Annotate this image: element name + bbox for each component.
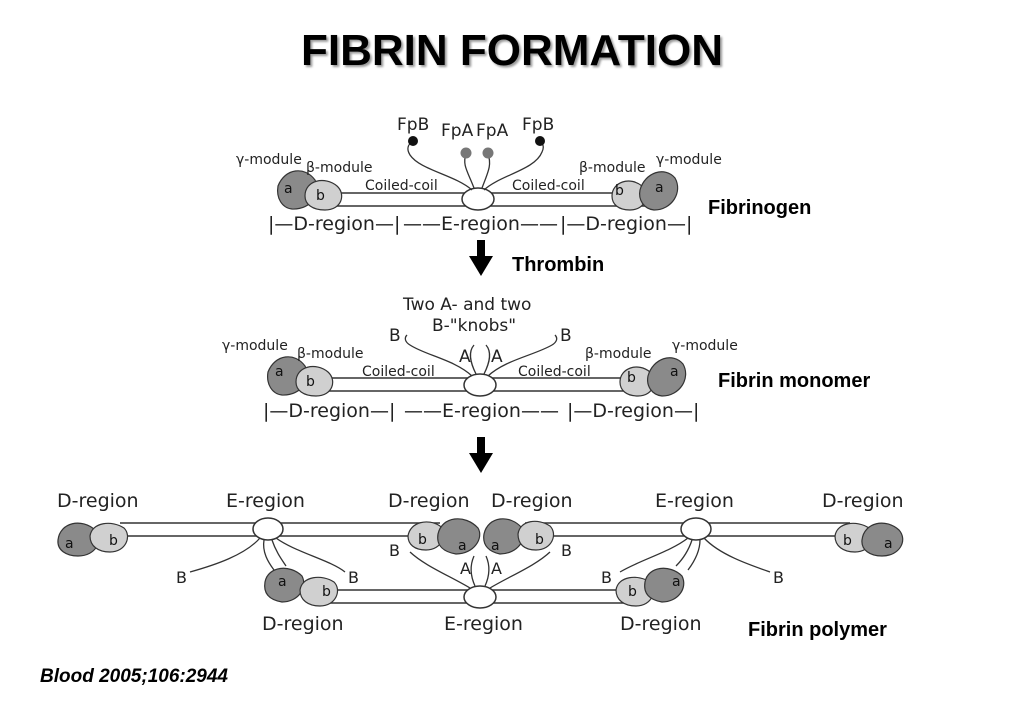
beta-globule [517,520,555,551]
down-arrow-icon [469,437,493,473]
globule-b-label: b [322,584,331,600]
knob-b-label: B [389,541,400,560]
fibrinogen-molecule: a b b a FpB FpA FpA FpB γ-module β-modul… [236,115,722,235]
d-region-label: D-region [57,490,139,512]
fpb-label-right: FpB [522,115,554,135]
d-region-label: D-region [262,613,344,635]
e-region-label: ——E-region—— [403,213,558,235]
beta-module-label-right: β-module [579,160,645,176]
fibrinogen-label: Fibrinogen [708,197,812,219]
fpb-label-left: FpB [397,115,429,135]
knob-a-label: A [491,559,502,578]
d-region-label-left: |—D-region—| [263,400,395,422]
globule-b-label: b [535,532,544,548]
coiled-coil-label-right: Coiled-coil [512,178,585,194]
gamma-globule-right [639,171,679,211]
knob-a-right: A [491,347,503,367]
coiled-coil-label-right: Coiled-coil [518,364,591,380]
globule-b-label: b [628,584,637,600]
globule-b-label: b [418,532,427,548]
fibrin-monomer-label: Fibrin monomer [718,370,871,392]
knobs-caption-line1: Two A- and two [402,295,531,315]
e-region-label: E-region [444,613,523,635]
coiled-coil-label-left: Coiled-coil [362,364,435,380]
globule-b-label: b [627,370,636,386]
knob-b-right: B [560,326,572,346]
knob-a-left: A [459,347,471,367]
globule-a-label: a [65,536,74,552]
e-region-node [463,585,497,609]
d-region-label-left: |—D-region—| [268,213,400,235]
globule-a-label: a [670,364,679,380]
down-arrow-icon [469,240,493,276]
beta-globule [89,522,129,553]
gamma-globule [437,518,481,555]
knob-b-label: B [348,568,359,587]
knobs-caption-line2: B-"knobs" [432,316,516,336]
d-region-label: D-region [388,490,470,512]
fibrin-monomer-molecule: a b b a B B A A Two A- and two B-"knobs"… [222,295,738,422]
d-region-label-right: |—D-region—| [560,213,692,235]
e-region-node [680,517,712,541]
gamma-globule-right [647,357,687,397]
fpb-dot-right [535,136,545,146]
globule-a-label: a [672,574,681,590]
gamma-globule [644,567,685,603]
globule-a-label: a [884,536,893,552]
beta-globule [299,576,339,607]
e-region-label: E-region [655,490,734,512]
knob-b-left: B [389,326,401,346]
fpa-label-left: FpA [441,121,474,141]
fpa-label-right: FpA [476,121,509,141]
e-region-node [461,187,495,211]
beta-module-label-right: β-module [585,346,651,362]
knob-b-label: B [773,568,784,587]
globule-b-label: b [306,374,315,390]
globule-b-label: b [615,183,624,199]
globule-b-label: b [843,533,852,549]
globule-a-label: a [275,364,284,380]
page-title: FIBRIN FORMATION [300,26,724,75]
beta-globule-left [304,179,343,211]
globule-a-label: a [655,180,664,196]
gamma-module-label-left: γ-module [236,152,302,168]
fpa-dot-right [482,147,494,159]
globule-a-label: a [278,574,287,590]
gamma-globule [861,522,904,557]
fibrin-polymer-label: Fibrin polymer [748,619,887,641]
coiled-coil-label-left: Coiled-coil [365,178,438,194]
gamma-globule [483,518,525,555]
d-region-label: D-region [491,490,573,512]
globule-a-label: a [491,538,500,554]
d-region-label-right: |—D-region—| [567,400,699,422]
e-region-label: E-region [226,490,305,512]
fpb-dot-left [408,136,418,146]
citation: Blood 2005;106:2944 [40,666,228,687]
globule-a-label: a [458,538,467,554]
fibrin-polymer-molecule: a b b a b a a b a b b a [57,490,904,635]
knob-a-label: A [460,559,471,578]
beta-module-label-left: β-module [297,346,363,362]
beta-globule-left [295,365,334,397]
thrombin-label: Thrombin [512,254,605,276]
globule-b-label: b [316,188,325,204]
knob-b-label: B [561,541,572,560]
globule-a-label: a [284,181,293,197]
d-region-label: D-region [822,490,904,512]
gamma-module-label-right: γ-module [656,152,722,168]
e-region-node [463,373,497,397]
fpa-dot-left [460,147,472,159]
e-region-node [252,517,284,541]
e-region-label: ——E-region—— [404,400,559,422]
d-region-label: D-region [620,613,702,635]
knob-b-label: B [176,568,187,587]
gamma-module-label-right: γ-module [672,338,738,354]
beta-module-label-left: β-module [306,160,372,176]
globule-b-label: b [109,533,118,549]
knob-b-label: B [601,568,612,587]
gamma-module-label-left: γ-module [222,338,288,354]
